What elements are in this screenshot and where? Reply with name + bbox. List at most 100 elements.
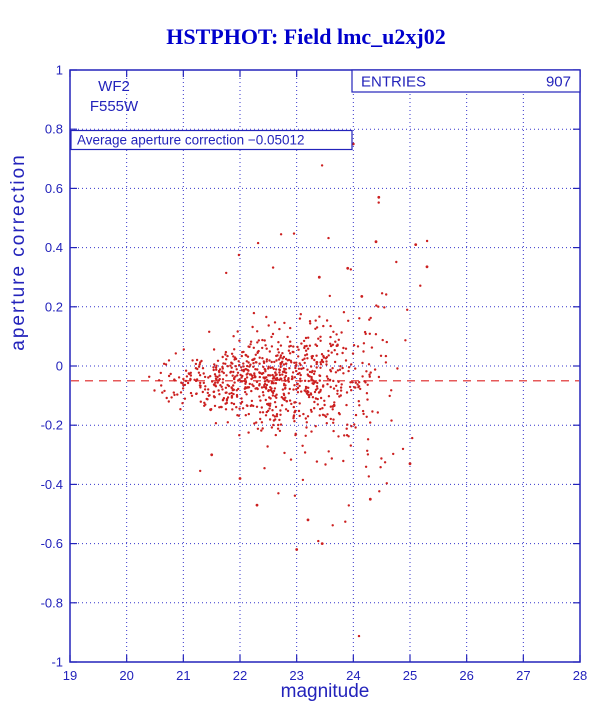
data-point: [194, 367, 198, 370]
data-point: [270, 345, 274, 348]
data-point: [256, 241, 260, 245]
data-point: [248, 365, 251, 368]
data-point: [319, 366, 322, 369]
data-point: [262, 361, 266, 365]
data-point: [312, 379, 315, 382]
data-point: [238, 339, 241, 342]
data-point: [274, 371, 277, 374]
data-point: [218, 374, 221, 377]
data-point: [313, 400, 316, 404]
data-point: [306, 357, 309, 360]
data-point: [304, 417, 307, 420]
data-point: [225, 271, 228, 275]
data-point: [283, 370, 286, 374]
data-point: [221, 388, 224, 391]
data-point: [358, 404, 361, 407]
x-tick-label: 19: [63, 668, 77, 683]
data-point: [183, 383, 187, 387]
data-point: [357, 385, 361, 388]
data-point: [256, 341, 259, 344]
data-point: [230, 391, 233, 395]
data-point: [217, 389, 220, 392]
data-point: [270, 390, 274, 393]
data-point: [318, 315, 321, 318]
data-point: [354, 367, 357, 370]
data-point: [234, 365, 237, 368]
data-point: [189, 377, 192, 381]
data-point: [285, 362, 288, 365]
data-point: [264, 414, 268, 417]
data-point: [295, 388, 298, 391]
data-point: [219, 384, 222, 387]
data-point: [361, 375, 364, 378]
data-point: [349, 444, 352, 447]
data-point: [376, 411, 379, 414]
data-point: [346, 423, 349, 426]
data-point: [212, 390, 216, 393]
data-point: [254, 368, 257, 371]
data-point: [303, 357, 306, 360]
data-point: [332, 379, 335, 383]
data-point: [271, 394, 275, 397]
data-point: [189, 374, 193, 377]
data-point: [344, 520, 347, 523]
data-point: [232, 384, 235, 387]
data-point: [354, 413, 358, 417]
data-point: [260, 372, 264, 376]
y-tick-label: -1: [51, 655, 63, 670]
data-point: [212, 368, 215, 372]
data-point: [368, 332, 371, 335]
data-point: [161, 391, 164, 394]
data-point: [226, 354, 229, 358]
data-point: [184, 369, 188, 372]
data-point: [230, 401, 233, 405]
data-point: [425, 265, 429, 269]
data-point: [241, 351, 244, 354]
data-point: [333, 401, 336, 404]
data-point: [279, 356, 282, 359]
data-point: [384, 354, 388, 358]
data-point: [214, 381, 217, 384]
data-point: [303, 451, 307, 454]
data-point: [221, 381, 224, 384]
data-point: [380, 457, 383, 460]
data-point: [167, 374, 171, 378]
data-point: [345, 391, 349, 394]
data-point: [310, 430, 313, 433]
data-point: [336, 353, 339, 356]
data-point: [317, 275, 321, 279]
data-point: [364, 381, 367, 384]
data-point: [298, 362, 301, 365]
data-point: [248, 345, 251, 349]
data-point: [332, 429, 335, 433]
data-point: [379, 354, 383, 357]
data-point: [278, 371, 281, 374]
data-point: [325, 360, 328, 363]
data-point: [212, 348, 216, 351]
data-point: [253, 372, 256, 375]
data-point: [275, 396, 278, 399]
data-point: [310, 371, 314, 374]
data-point: [294, 433, 297, 437]
data-point: [176, 393, 179, 396]
data-point: [206, 398, 209, 401]
data-point: [289, 326, 292, 330]
data-point: [203, 388, 207, 391]
data-point: [388, 394, 391, 398]
data-point: [319, 396, 323, 400]
data-point: [336, 389, 339, 392]
data-point: [273, 376, 276, 379]
data-point: [189, 391, 193, 395]
data-point: [356, 383, 359, 386]
data-point: [325, 319, 329, 322]
y-tick-label: -0.4: [41, 477, 63, 492]
data-point: [300, 390, 303, 393]
data-point: [369, 316, 372, 320]
data-point: [320, 542, 324, 545]
data-point: [331, 408, 334, 411]
data-point: [314, 388, 318, 391]
data-point: [383, 306, 386, 309]
data-point: [269, 386, 272, 389]
data-point: [249, 343, 252, 346]
data-point: [250, 399, 254, 403]
